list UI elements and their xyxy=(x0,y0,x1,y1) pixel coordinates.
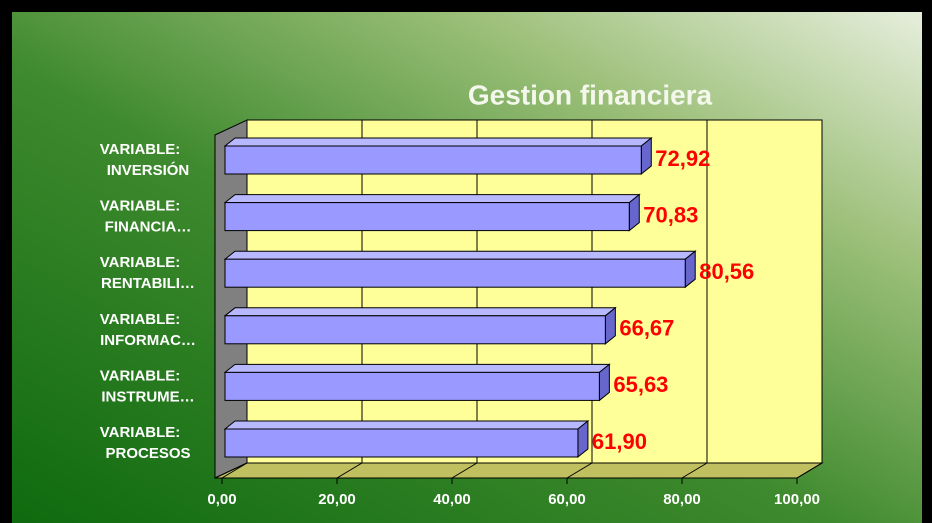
bar-top xyxy=(223,307,617,317)
y-tick-label: RENTABILI… xyxy=(101,275,195,292)
value-label: 70,83 xyxy=(643,202,698,227)
floor xyxy=(214,462,824,479)
y-tick-label: INSTRUME… xyxy=(101,388,194,405)
bar xyxy=(223,306,617,345)
back-wall xyxy=(246,119,823,464)
x-tick-label: 20,00 xyxy=(318,491,356,508)
bar-front xyxy=(224,258,686,288)
grid-line xyxy=(681,462,708,479)
y-tick-label: VARIABLE: xyxy=(100,254,181,271)
y-tick-label: FINANCIA… xyxy=(105,219,192,236)
bar xyxy=(223,363,611,402)
grid-line xyxy=(566,462,593,479)
x-tick-label: 80,00 xyxy=(663,491,701,508)
y-tick-label: PROCESOS xyxy=(105,445,190,462)
y-tick-label: INFORMAC… xyxy=(100,332,196,349)
bar-front xyxy=(224,202,630,232)
bar-top xyxy=(223,420,590,430)
bar-front xyxy=(224,315,606,345)
grid-line xyxy=(451,462,478,479)
x-tick-label: 40,00 xyxy=(433,491,471,508)
bar-top xyxy=(223,194,641,204)
value-label: 66,67 xyxy=(619,316,674,341)
y-tick-label: VARIABLE: xyxy=(100,367,181,384)
x-tick-label: 0,00 xyxy=(207,491,236,508)
bar-top xyxy=(223,137,653,147)
x-tick-label: 60,00 xyxy=(548,491,586,508)
y-tick-label: VARIABLE: xyxy=(100,198,181,215)
value-label: 72,92 xyxy=(655,146,710,171)
grid-line xyxy=(336,462,363,479)
bar xyxy=(223,419,590,459)
bar-front xyxy=(224,371,600,401)
bar-top xyxy=(223,250,697,260)
bar-top xyxy=(223,363,611,373)
value-label: 80,56 xyxy=(699,259,754,284)
y-tick-label: VARIABLE: xyxy=(100,424,181,441)
bar-front xyxy=(224,145,642,175)
grid-line xyxy=(796,462,823,479)
grid-line xyxy=(221,462,248,479)
y-tick-label: VARIABLE: xyxy=(100,141,181,158)
y-tick-label: INVERSIÓN xyxy=(107,161,190,179)
bar xyxy=(223,250,697,289)
value-label: 65,63 xyxy=(613,372,668,397)
bar xyxy=(223,136,653,176)
bar xyxy=(223,193,641,232)
y-tick-label: VARIABLE: xyxy=(100,311,181,328)
x-tick-label: 100,00 xyxy=(774,491,820,508)
chart-title: Gestion financiera xyxy=(468,79,713,110)
bar-front xyxy=(224,428,579,458)
value-label: 61,90 xyxy=(592,429,647,454)
